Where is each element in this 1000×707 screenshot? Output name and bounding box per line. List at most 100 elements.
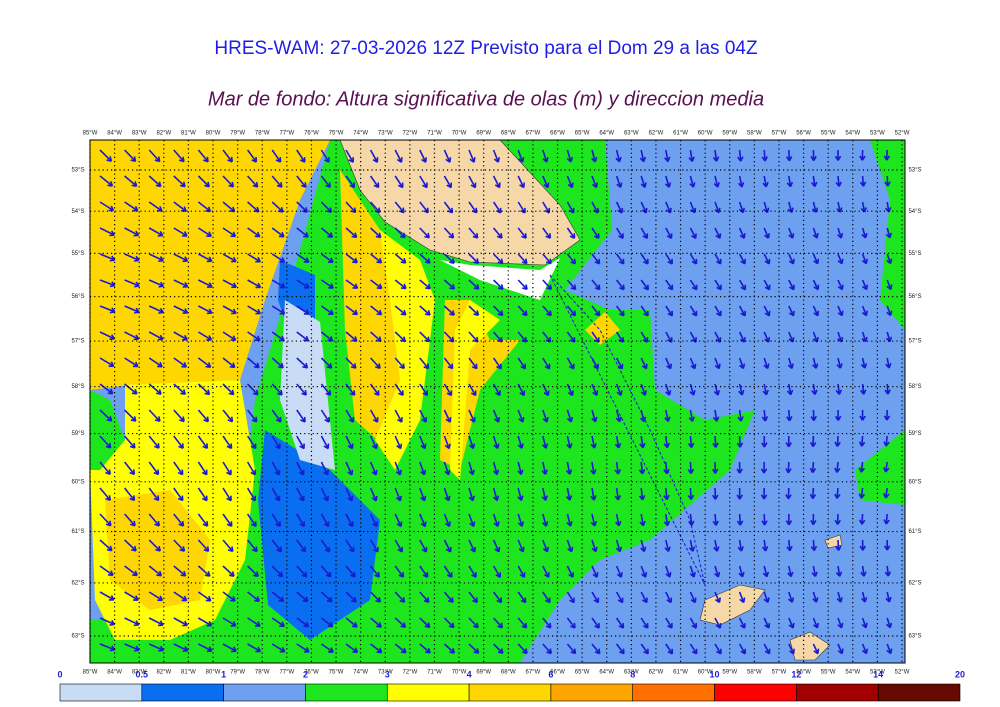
arrow — [738, 617, 746, 629]
arrow — [345, 539, 355, 553]
arrow — [123, 487, 136, 502]
arrow — [370, 279, 383, 290]
arrow — [565, 461, 573, 475]
arrow — [688, 539, 696, 552]
arrow — [763, 253, 771, 265]
arrow — [492, 461, 500, 476]
arrow — [320, 227, 334, 238]
colorbar-segment — [632, 683, 715, 702]
arrow — [246, 539, 258, 553]
arrow — [222, 409, 234, 423]
arrow — [492, 175, 501, 189]
arrow — [394, 305, 407, 316]
arrow — [566, 435, 573, 449]
arrow — [369, 539, 379, 553]
lat-label-right: 55°S — [908, 251, 921, 257]
arrow — [812, 279, 820, 291]
arrow — [688, 409, 695, 422]
arrow — [688, 149, 695, 162]
arrow — [590, 487, 597, 501]
arrow — [99, 383, 114, 395]
arrow — [296, 513, 306, 528]
arrow — [835, 175, 842, 187]
arrow — [517, 435, 524, 449]
arrow — [394, 461, 402, 476]
arrow — [369, 487, 378, 502]
arrow — [370, 305, 383, 316]
arrow — [737, 409, 744, 422]
arrow — [591, 409, 598, 423]
arrow — [173, 539, 186, 552]
arrow — [419, 539, 428, 553]
arrow — [858, 487, 866, 499]
arrow — [419, 149, 427, 163]
arrow — [738, 227, 746, 239]
arrow — [443, 201, 454, 214]
arrow — [591, 279, 601, 291]
lon-label-bottom: 60°W — [698, 670, 713, 676]
arrow — [566, 175, 574, 189]
lon-label-bottom: 73°W — [378, 670, 393, 676]
arrow — [738, 279, 747, 291]
arrow — [419, 383, 428, 397]
arrow — [198, 643, 213, 653]
arrow — [247, 305, 262, 315]
arrow — [860, 591, 868, 603]
arrow — [714, 253, 722, 265]
arrow — [615, 513, 622, 527]
arrow — [246, 487, 257, 502]
lon-label-bottom: 84°W — [107, 670, 122, 676]
arrow — [493, 279, 504, 290]
arrow — [173, 617, 188, 627]
arrow — [542, 643, 553, 655]
arrow — [419, 175, 428, 189]
arrow — [836, 591, 843, 603]
arrow — [615, 617, 625, 629]
arrow — [712, 149, 720, 162]
arrow — [443, 539, 452, 553]
arrow — [419, 513, 427, 528]
arrow — [247, 617, 261, 627]
arrow — [763, 591, 770, 603]
arrow — [394, 227, 406, 239]
arrow — [247, 591, 261, 602]
arrow — [124, 591, 139, 601]
arrow — [468, 227, 479, 239]
arrow — [99, 357, 115, 367]
arrow — [763, 357, 770, 370]
colorbar-label: 12 — [791, 669, 801, 679]
arrow — [859, 149, 866, 161]
arrow — [615, 565, 623, 578]
arrow — [197, 149, 209, 163]
arrow — [173, 409, 185, 423]
arrow — [394, 539, 403, 553]
colorbar-label: 6 — [548, 669, 553, 679]
arrow — [443, 513, 451, 528]
arrow — [173, 461, 184, 476]
arrow — [858, 435, 866, 447]
arrow — [320, 305, 334, 316]
arrow — [713, 175, 720, 188]
arrow — [834, 435, 841, 447]
arrow — [246, 149, 258, 163]
arrow — [886, 305, 893, 317]
wave-direction-arrows — [99, 149, 893, 655]
arrow — [99, 591, 115, 601]
lat-label-right: 56°S — [908, 294, 921, 300]
arrow — [443, 409, 452, 423]
arrow — [468, 253, 480, 265]
arrow — [738, 305, 747, 317]
arrow — [517, 513, 524, 527]
arrow — [835, 565, 843, 577]
arrow — [124, 331, 140, 341]
arrow — [761, 513, 768, 526]
arrow — [663, 487, 670, 501]
arrow — [883, 539, 891, 551]
arrow — [246, 409, 258, 423]
arrow — [369, 149, 379, 163]
lon-label-top: 69°W — [476, 131, 491, 137]
colorbar-label: 0 — [57, 669, 62, 679]
arrow — [345, 565, 356, 578]
arrow — [665, 617, 673, 629]
arrow — [271, 409, 282, 423]
